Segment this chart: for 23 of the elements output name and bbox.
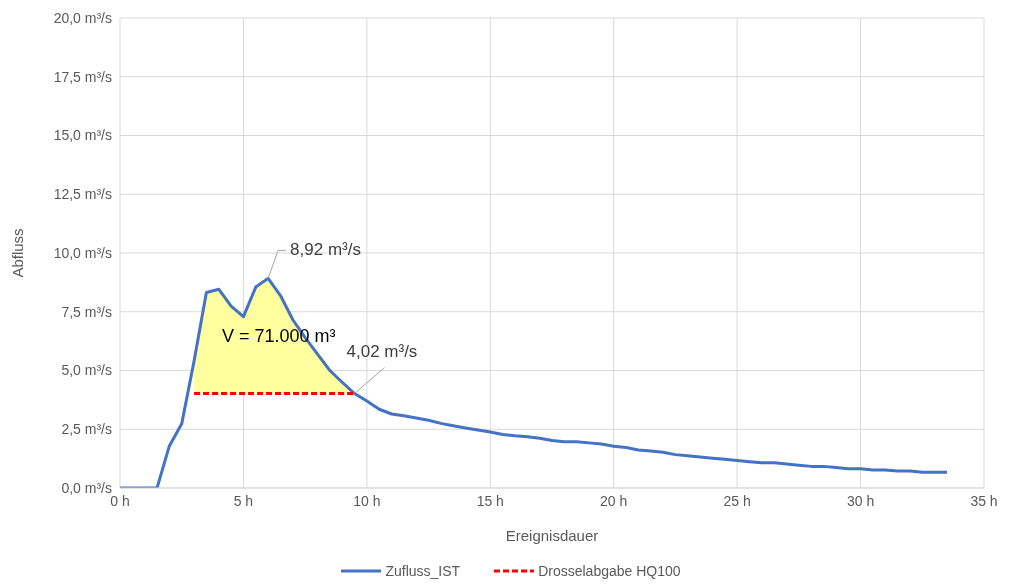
x-tick-label: 35 h: [970, 492, 998, 509]
x-tick-label: 20 h: [600, 492, 628, 509]
y-tick-label: 15,0 m³/s: [53, 127, 112, 144]
y-axis-title: Abfluss: [9, 228, 27, 278]
x-tick-label: 25 h: [723, 492, 751, 509]
x-tick-label: 5 h: [233, 492, 254, 509]
x-axis-title: Ereignisdauer: [505, 527, 599, 544]
annotation: 4,02 m³/s: [346, 341, 418, 361]
y-tick-label: 20,0 m³/s: [53, 9, 112, 26]
y-tick-label: 10,0 m³/s: [53, 244, 112, 261]
y-tick-label: 0,0 m³/s: [61, 479, 112, 496]
annotation: 8,92 m³/s: [290, 240, 361, 260]
y-tick-label: 5,0 m³/s: [61, 362, 112, 379]
x-tick-label: 15 h: [476, 492, 504, 509]
x-tick-label: 0 h: [110, 492, 130, 509]
y-tick-label: 7,5 m³/s: [61, 303, 112, 320]
y-tick-label: 12,5 m³/s: [53, 186, 112, 203]
y-tick-label: 17,5 m³/s: [53, 68, 112, 85]
y-tick-label: 2,5 m³/s: [61, 421, 112, 438]
x-tick-label: 10 h: [353, 492, 381, 509]
legend-label: Zufluss_IST: [385, 563, 461, 579]
x-tick-label: 30 h: [846, 492, 875, 509]
legend-label: Drosselabgabe HQ100: [538, 563, 681, 579]
